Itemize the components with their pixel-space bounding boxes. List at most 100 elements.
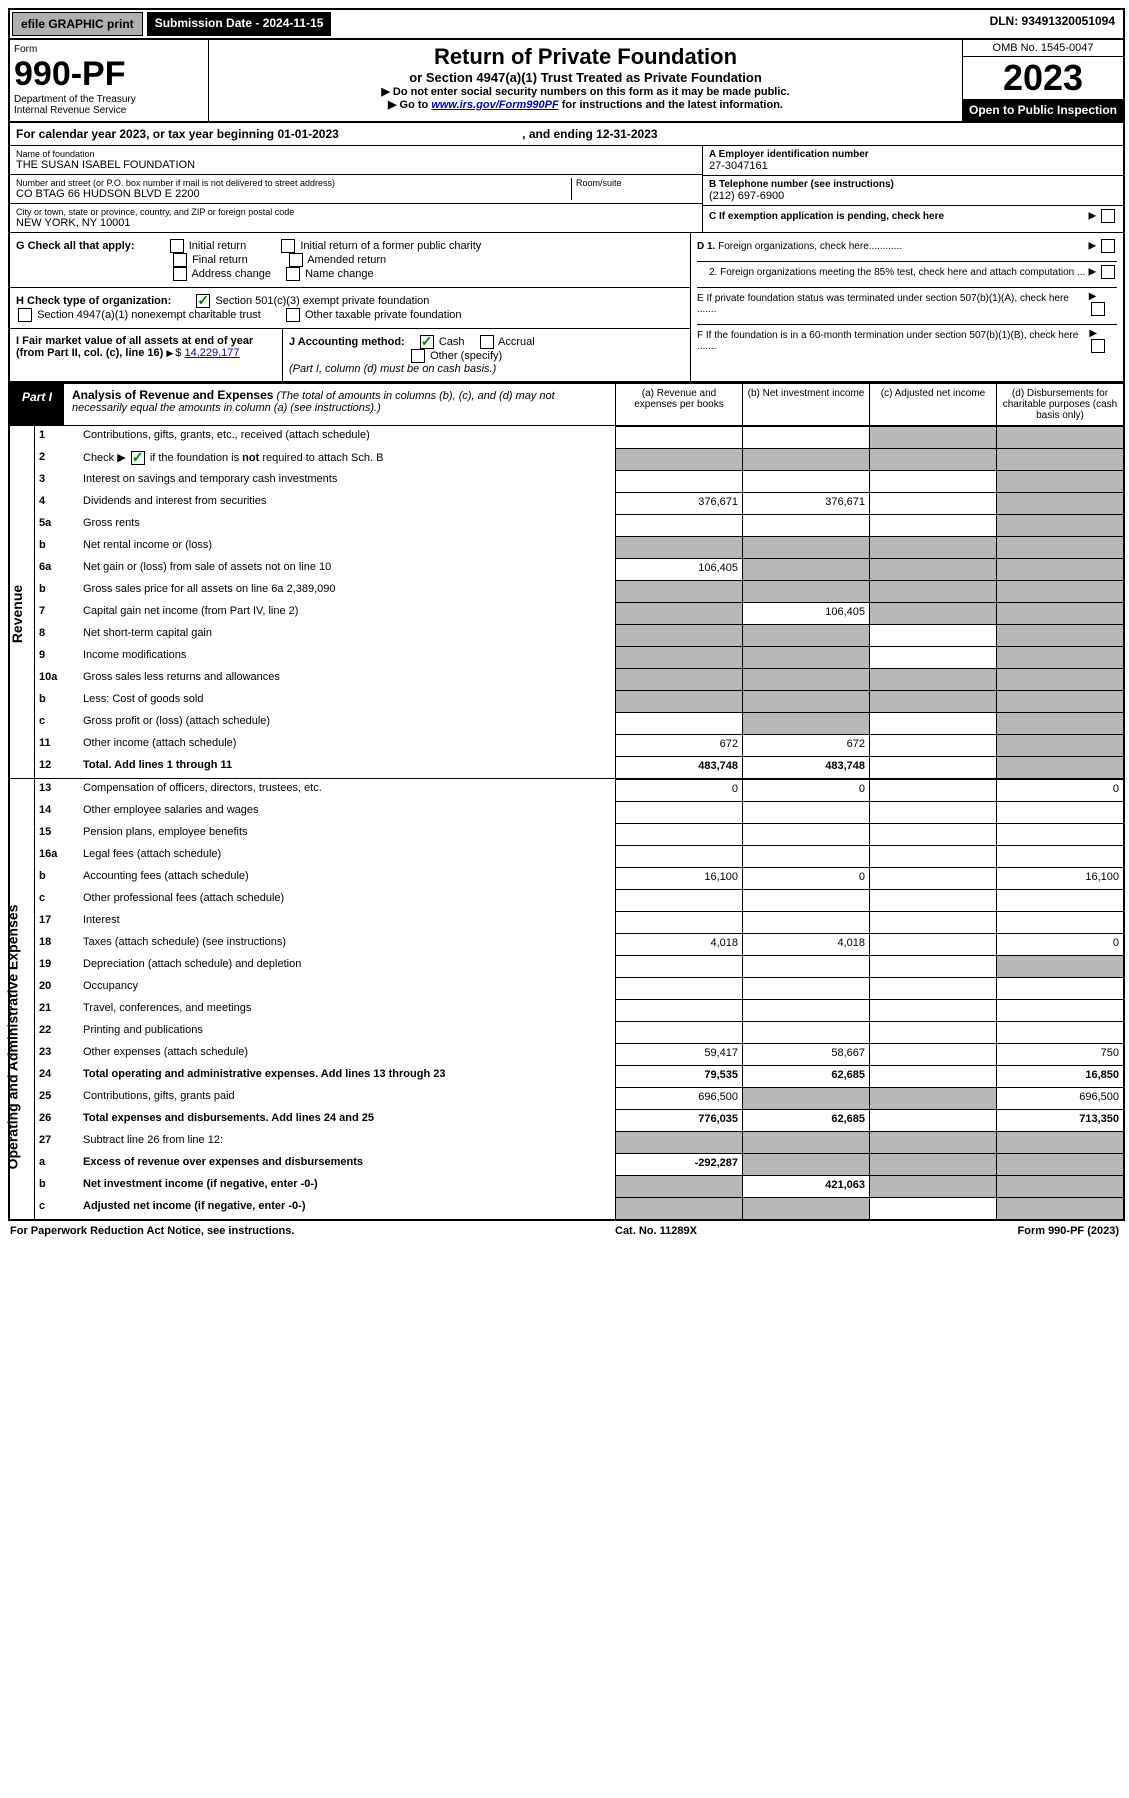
g-label: G Check all that apply:	[16, 240, 135, 252]
amount-cell	[996, 690, 1123, 712]
amount-cell	[742, 801, 869, 823]
cb-name[interactable]	[286, 267, 300, 281]
amount-cell	[742, 911, 869, 933]
line-number: b	[35, 867, 79, 889]
amount-cell	[615, 646, 742, 668]
amount-cell	[615, 1021, 742, 1043]
cb-e[interactable]	[1091, 302, 1105, 316]
line-number: 9	[35, 646, 79, 668]
amount-cell	[869, 492, 996, 514]
amount-cell	[869, 536, 996, 558]
amount-cell	[996, 1131, 1123, 1153]
cb-amended[interactable]	[289, 253, 303, 267]
table-row: 27Subtract line 26 from line 12:	[35, 1131, 1123, 1153]
amount-cell	[615, 955, 742, 977]
cb-other[interactable]	[411, 349, 425, 363]
fmv-value[interactable]: 14,229,177	[184, 347, 239, 359]
amount-cell: 421,063	[742, 1175, 869, 1197]
cb-accrual[interactable]	[480, 335, 494, 349]
line-number: 25	[35, 1087, 79, 1109]
amount-cell	[996, 911, 1123, 933]
cb-501c3[interactable]	[196, 294, 210, 308]
amount-cell	[996, 470, 1123, 492]
amount-cell	[996, 668, 1123, 690]
amount-cell: 16,850	[996, 1065, 1123, 1087]
cb-f[interactable]	[1091, 339, 1105, 353]
table-row: bLess: Cost of goods sold	[35, 690, 1123, 712]
amount-cell	[615, 690, 742, 712]
amount-cell: 0	[996, 933, 1123, 955]
amount-cell	[869, 1087, 996, 1109]
amount-cell: 62,685	[742, 1065, 869, 1087]
amount-cell	[615, 470, 742, 492]
amount-cell	[742, 558, 869, 580]
cb-d2[interactable]	[1101, 265, 1115, 279]
line-description: Taxes (attach schedule) (see instruction…	[79, 933, 615, 955]
line-description: Accounting fees (attach schedule)	[79, 867, 615, 889]
exemption-checkbox[interactable]	[1101, 209, 1115, 223]
amount-cell	[869, 823, 996, 845]
line-description: Adjusted net income (if negative, enter …	[79, 1197, 615, 1219]
cb-cash[interactable]	[420, 335, 434, 349]
cb-former[interactable]	[281, 239, 295, 253]
line-description: Net short-term capital gain	[79, 624, 615, 646]
line-number: b	[35, 536, 79, 558]
table-row: 21Travel, conferences, and meetings	[35, 999, 1123, 1021]
amount-cell	[615, 668, 742, 690]
cb-initial[interactable]	[170, 239, 184, 253]
amount-cell	[615, 712, 742, 734]
amount-cell	[615, 624, 742, 646]
cb-d1[interactable]	[1101, 239, 1115, 253]
amount-cell	[996, 756, 1123, 778]
open-public-badge: Open to Public Inspection	[963, 99, 1123, 121]
cb-final[interactable]	[173, 253, 187, 267]
amount-cell	[615, 602, 742, 624]
amount-cell	[869, 999, 996, 1021]
footer-center: Cat. No. 11289X	[615, 1225, 697, 1237]
part1-header: Part I Analysis of Revenue and Expenses …	[10, 382, 1123, 426]
amount-cell	[869, 955, 996, 977]
amount-cell	[996, 734, 1123, 756]
amount-cell: 106,405	[742, 602, 869, 624]
line-number: 21	[35, 999, 79, 1021]
footer-left: For Paperwork Reduction Act Notice, see …	[10, 1225, 294, 1237]
cb-4947[interactable]	[18, 308, 32, 322]
schedule-b-checkbox[interactable]	[131, 451, 145, 465]
efile-button[interactable]: efile GRAPHIC print	[12, 12, 143, 36]
check-sections: G Check all that apply: Initial return I…	[10, 233, 1123, 382]
table-row: bAccounting fees (attach schedule)16,100…	[35, 867, 1123, 889]
line-description: Travel, conferences, and meetings	[79, 999, 615, 1021]
cb-other-tax[interactable]	[286, 308, 300, 322]
instruction-2: ▶ Go to www.irs.gov/Form990PF for instru…	[229, 98, 942, 111]
amount-cell	[869, 514, 996, 536]
amount-cell: 672	[615, 734, 742, 756]
amount-cell	[996, 801, 1123, 823]
foundation-info: Name of foundation THE SUSAN ISABEL FOUN…	[10, 146, 1123, 233]
amount-cell	[996, 514, 1123, 536]
omb-number: OMB No. 1545-0047	[963, 40, 1123, 57]
amount-cell: 672	[742, 734, 869, 756]
form-header: Form 990-PF Department of the Treasury I…	[10, 40, 1123, 123]
table-row: 14Other employee salaries and wages	[35, 801, 1123, 823]
line-number: 6a	[35, 558, 79, 580]
irs-link[interactable]: www.irs.gov/Form990PF	[431, 99, 558, 111]
cb-address[interactable]	[173, 267, 187, 281]
form-title: Return of Private Foundation	[229, 44, 942, 70]
part1-title: Analysis of Revenue and Expenses	[72, 388, 273, 402]
line-description: Gross sales less returns and allowances	[79, 668, 615, 690]
line-description: Capital gain net income (from Part IV, l…	[79, 602, 615, 624]
amount-cell	[996, 448, 1123, 470]
amount-cell	[742, 977, 869, 999]
amount-cell	[742, 514, 869, 536]
line-number: b	[35, 690, 79, 712]
line-description: Subtract line 26 from line 12:	[79, 1131, 615, 1153]
table-row: 22Printing and publications	[35, 1021, 1123, 1043]
amount-cell	[869, 1153, 996, 1175]
table-row: 24Total operating and administrative exp…	[35, 1065, 1123, 1087]
table-row: 17Interest	[35, 911, 1123, 933]
amount-cell	[742, 1087, 869, 1109]
j-label: J Accounting method:	[289, 336, 405, 348]
line-number: 12	[35, 756, 79, 778]
amount-cell: 106,405	[615, 558, 742, 580]
line-description: Total operating and administrative expen…	[79, 1065, 615, 1087]
